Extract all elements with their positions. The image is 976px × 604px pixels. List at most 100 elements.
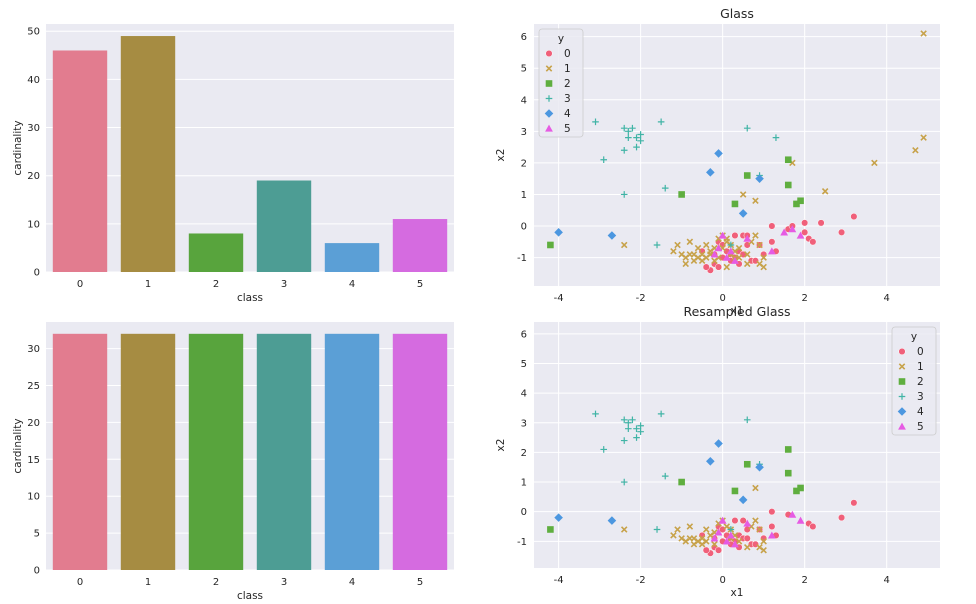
data-point: [756, 260, 763, 268]
data-point: [760, 538, 767, 545]
data-point: [653, 526, 661, 533]
data-point: [620, 478, 628, 486]
data-point: [657, 118, 665, 126]
data-point: [850, 499, 858, 507]
bar-5: [392, 333, 448, 570]
data-point: [690, 257, 698, 265]
data-point: [637, 422, 644, 430]
y-tick-label: 5: [521, 64, 527, 75]
data-point: [698, 541, 706, 548]
data-point: [657, 410, 665, 418]
data-point: [678, 251, 685, 258]
y-tick-label: 0: [521, 222, 527, 233]
y-tick-label: 3: [521, 418, 527, 429]
plot-background: [46, 322, 454, 570]
data-point: [743, 460, 751, 468]
data-point: [607, 516, 617, 525]
bar-4: [324, 243, 380, 272]
legend-marker-5: [898, 422, 906, 430]
data-point: [633, 425, 640, 432]
data-point: [678, 191, 685, 198]
data-point: [694, 244, 702, 252]
data-point: [706, 168, 715, 177]
data-point: [756, 526, 763, 533]
data-point: [678, 478, 685, 486]
data-point: [637, 428, 644, 435]
legend-marker-1: [545, 65, 553, 72]
plot-background: [534, 24, 940, 286]
data-point: [768, 222, 776, 230]
data-point: [690, 541, 698, 548]
data-point: [784, 156, 792, 164]
x-tick-label: 2: [801, 575, 807, 586]
legend-marker-0: [898, 347, 906, 356]
data-point: [726, 247, 735, 255]
y-tick-label: 30: [27, 344, 40, 355]
data-point: [743, 534, 751, 542]
series-4: [554, 149, 764, 240]
data-point: [620, 241, 628, 249]
data-point: [714, 528, 723, 536]
y-axis-label: cardinality: [12, 120, 24, 175]
x-tick-label: 0: [719, 293, 725, 304]
data-point: [637, 131, 644, 138]
data-point: [731, 540, 739, 548]
y-tick-label: 0: [34, 268, 40, 279]
data-point: [711, 541, 718, 548]
y-axis-label: cardinality: [12, 418, 24, 473]
data-point: [625, 425, 632, 432]
data-point: [768, 508, 776, 516]
x-tick-label: 5: [417, 577, 423, 588]
data-point: [722, 253, 731, 261]
data-point: [752, 197, 759, 205]
x-tick-label: 0: [77, 577, 83, 588]
x-tick-label: -2: [636, 575, 646, 586]
data-point: [743, 260, 751, 268]
data-point: [920, 134, 927, 141]
data-point: [743, 251, 751, 258]
data-point: [714, 439, 723, 448]
x-tick-label: 2: [213, 577, 219, 588]
data-point: [702, 241, 710, 249]
bar-1: [120, 36, 176, 272]
x-tick-label: 4: [349, 279, 355, 290]
data-point: [788, 510, 797, 518]
data-point: [767, 531, 776, 539]
y-tick-label: 3: [521, 127, 527, 138]
x-tick-label: 1: [145, 577, 151, 588]
data-point: [817, 219, 825, 227]
y-axis-label: x2: [495, 439, 507, 452]
bar-4: [324, 333, 380, 570]
data-point: [726, 531, 735, 539]
data-point: [739, 517, 747, 525]
legend-label: 1: [917, 361, 924, 373]
data-point: [743, 543, 751, 551]
legend-marker-1: [898, 363, 906, 370]
data-point: [592, 118, 599, 126]
data-point: [637, 137, 644, 145]
x-axis-label: class: [237, 590, 263, 602]
y-tick-label: 6: [521, 329, 527, 340]
data-point: [793, 487, 800, 495]
legend-label: 5: [917, 421, 924, 433]
data-point: [690, 535, 698, 542]
bar-chart-0: 0 10 20 30 40 50 0 1 2 3 4 5 class cardinality: [12, 24, 454, 304]
x-tick-label: 2: [213, 279, 219, 290]
data-point: [809, 522, 817, 531]
data-point: [784, 446, 792, 453]
data-point: [714, 244, 723, 252]
data-point: [751, 540, 760, 548]
legend-label: 0: [564, 48, 571, 60]
y-tick-label: 4: [521, 95, 527, 106]
data-point: [670, 532, 677, 539]
bar-1: [120, 333, 176, 570]
data-point: [768, 522, 776, 531]
data-point: [760, 254, 767, 261]
data-point: [760, 546, 767, 554]
y-tick-label: 0: [521, 507, 527, 518]
x-tick-label: 0: [77, 279, 83, 290]
data-point: [714, 149, 723, 158]
legend-marker-2: [545, 80, 553, 87]
chart-title: Glass: [720, 6, 754, 21]
